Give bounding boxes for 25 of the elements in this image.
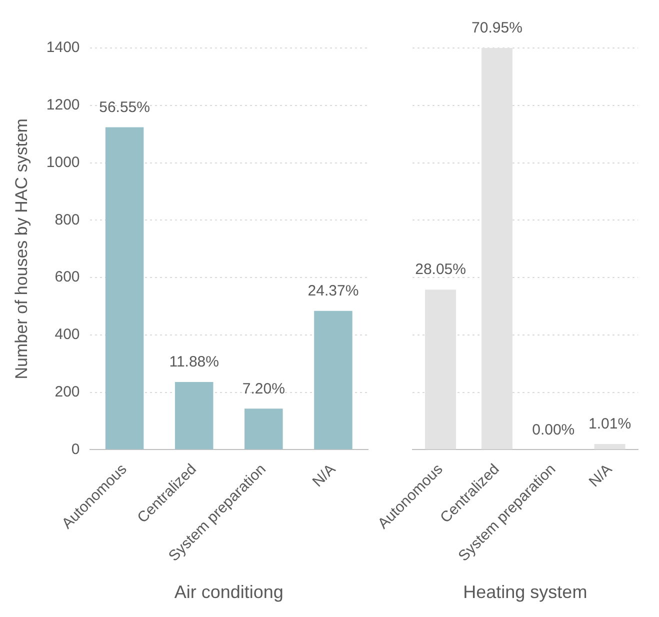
y-tick-label: 1400 — [46, 39, 80, 56]
annotation: 7.20% — [242, 380, 285, 398]
bar — [105, 127, 144, 450]
y-tick-label: 800 — [54, 211, 80, 228]
x-axis-title: Air conditiong — [174, 582, 284, 602]
y-tick-label: 1000 — [46, 154, 80, 171]
x-tick-label: N/A — [586, 460, 616, 491]
y-tick-label: 200 — [54, 383, 80, 400]
annotation: 24.37% — [308, 282, 359, 300]
y-tick-label: 0 — [71, 440, 80, 458]
bar — [174, 382, 214, 450]
y-tick-label: 600 — [54, 268, 80, 286]
annotation: 56.55% — [99, 98, 150, 116]
y-tick-label: 400 — [54, 326, 80, 344]
annotation: 11.88% — [169, 354, 219, 371]
annotation: 1.01% — [588, 416, 632, 433]
x-tick-label: N/A — [309, 460, 339, 491]
bar — [314, 310, 352, 450]
bar — [244, 408, 283, 450]
x-axis-title: Heating system — [463, 582, 588, 602]
annotation: 28.05% — [415, 261, 466, 278]
annotation: 70.95% — [472, 20, 522, 37]
y-tick-label: 1200 — [46, 96, 80, 114]
annotation: 0.00% — [532, 421, 575, 438]
y-axis-title: Number of houses by HAC system — [12, 118, 31, 380]
